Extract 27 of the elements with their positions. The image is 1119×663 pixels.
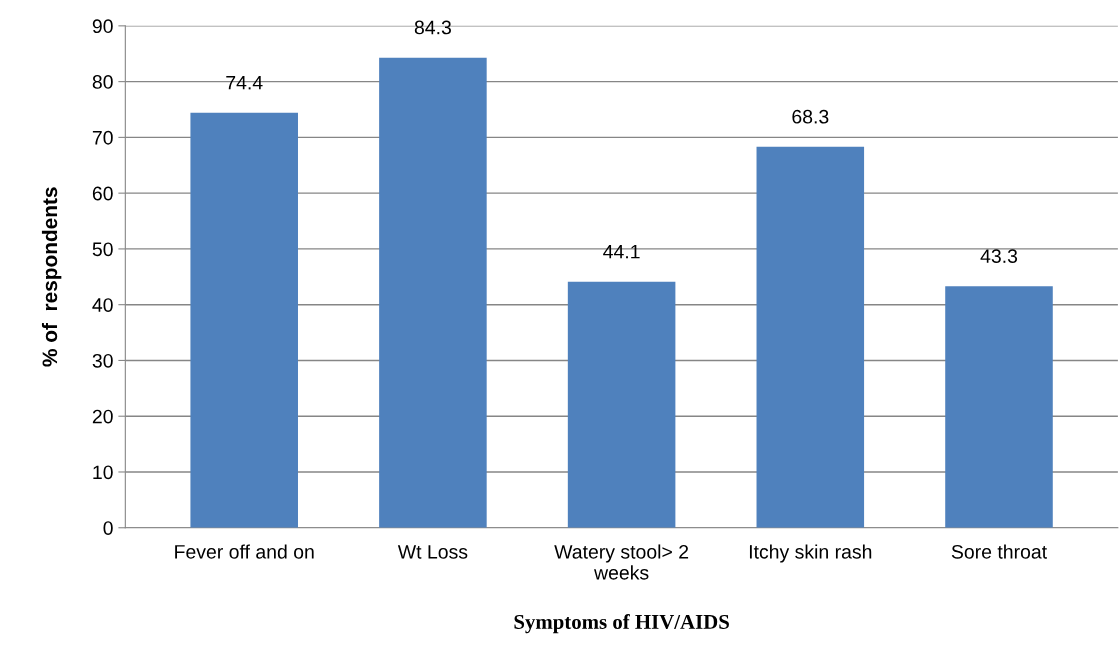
data-label: 74.4 <box>226 76 263 90</box>
y-tick-label: 30 <box>92 353 113 368</box>
y-axis-title: % of respondents <box>41 187 62 367</box>
bar <box>567 281 676 528</box>
y-tick-label: 70 <box>92 130 113 145</box>
x-tick-label: Sore throat <box>951 544 1047 559</box>
bar <box>945 286 1053 528</box>
y-tick-label: 0 <box>103 521 113 535</box>
y-tick-label: 20 <box>92 409 113 424</box>
data-label: 43.3 <box>980 249 1018 263</box>
bar <box>379 57 487 528</box>
x-tick-label: Watery stool> 2 weeks <box>554 544 689 580</box>
x-tick-label: Itchy skin rash <box>749 544 872 563</box>
y-tick-label: 60 <box>92 186 113 201</box>
y-tick-label: 10 <box>93 465 113 480</box>
x-tick-label: Fever off and on <box>175 544 314 559</box>
bar <box>756 146 865 528</box>
y-tick-label: 90 <box>92 19 113 34</box>
x-axis-title: Symptoms of HIV/AIDS <box>514 614 729 634</box>
y-tick-label: 40 <box>92 298 113 312</box>
y-tick-label: 80 <box>92 75 113 89</box>
data-label: 68.3 <box>792 109 829 124</box>
data-label: 44.1 <box>603 244 640 259</box>
bar <box>190 112 298 528</box>
y-tick-label: 50 <box>92 242 113 257</box>
data-label: 84.3 <box>414 20 451 35</box>
x-tick-label: Wt Loss <box>397 545 468 559</box>
